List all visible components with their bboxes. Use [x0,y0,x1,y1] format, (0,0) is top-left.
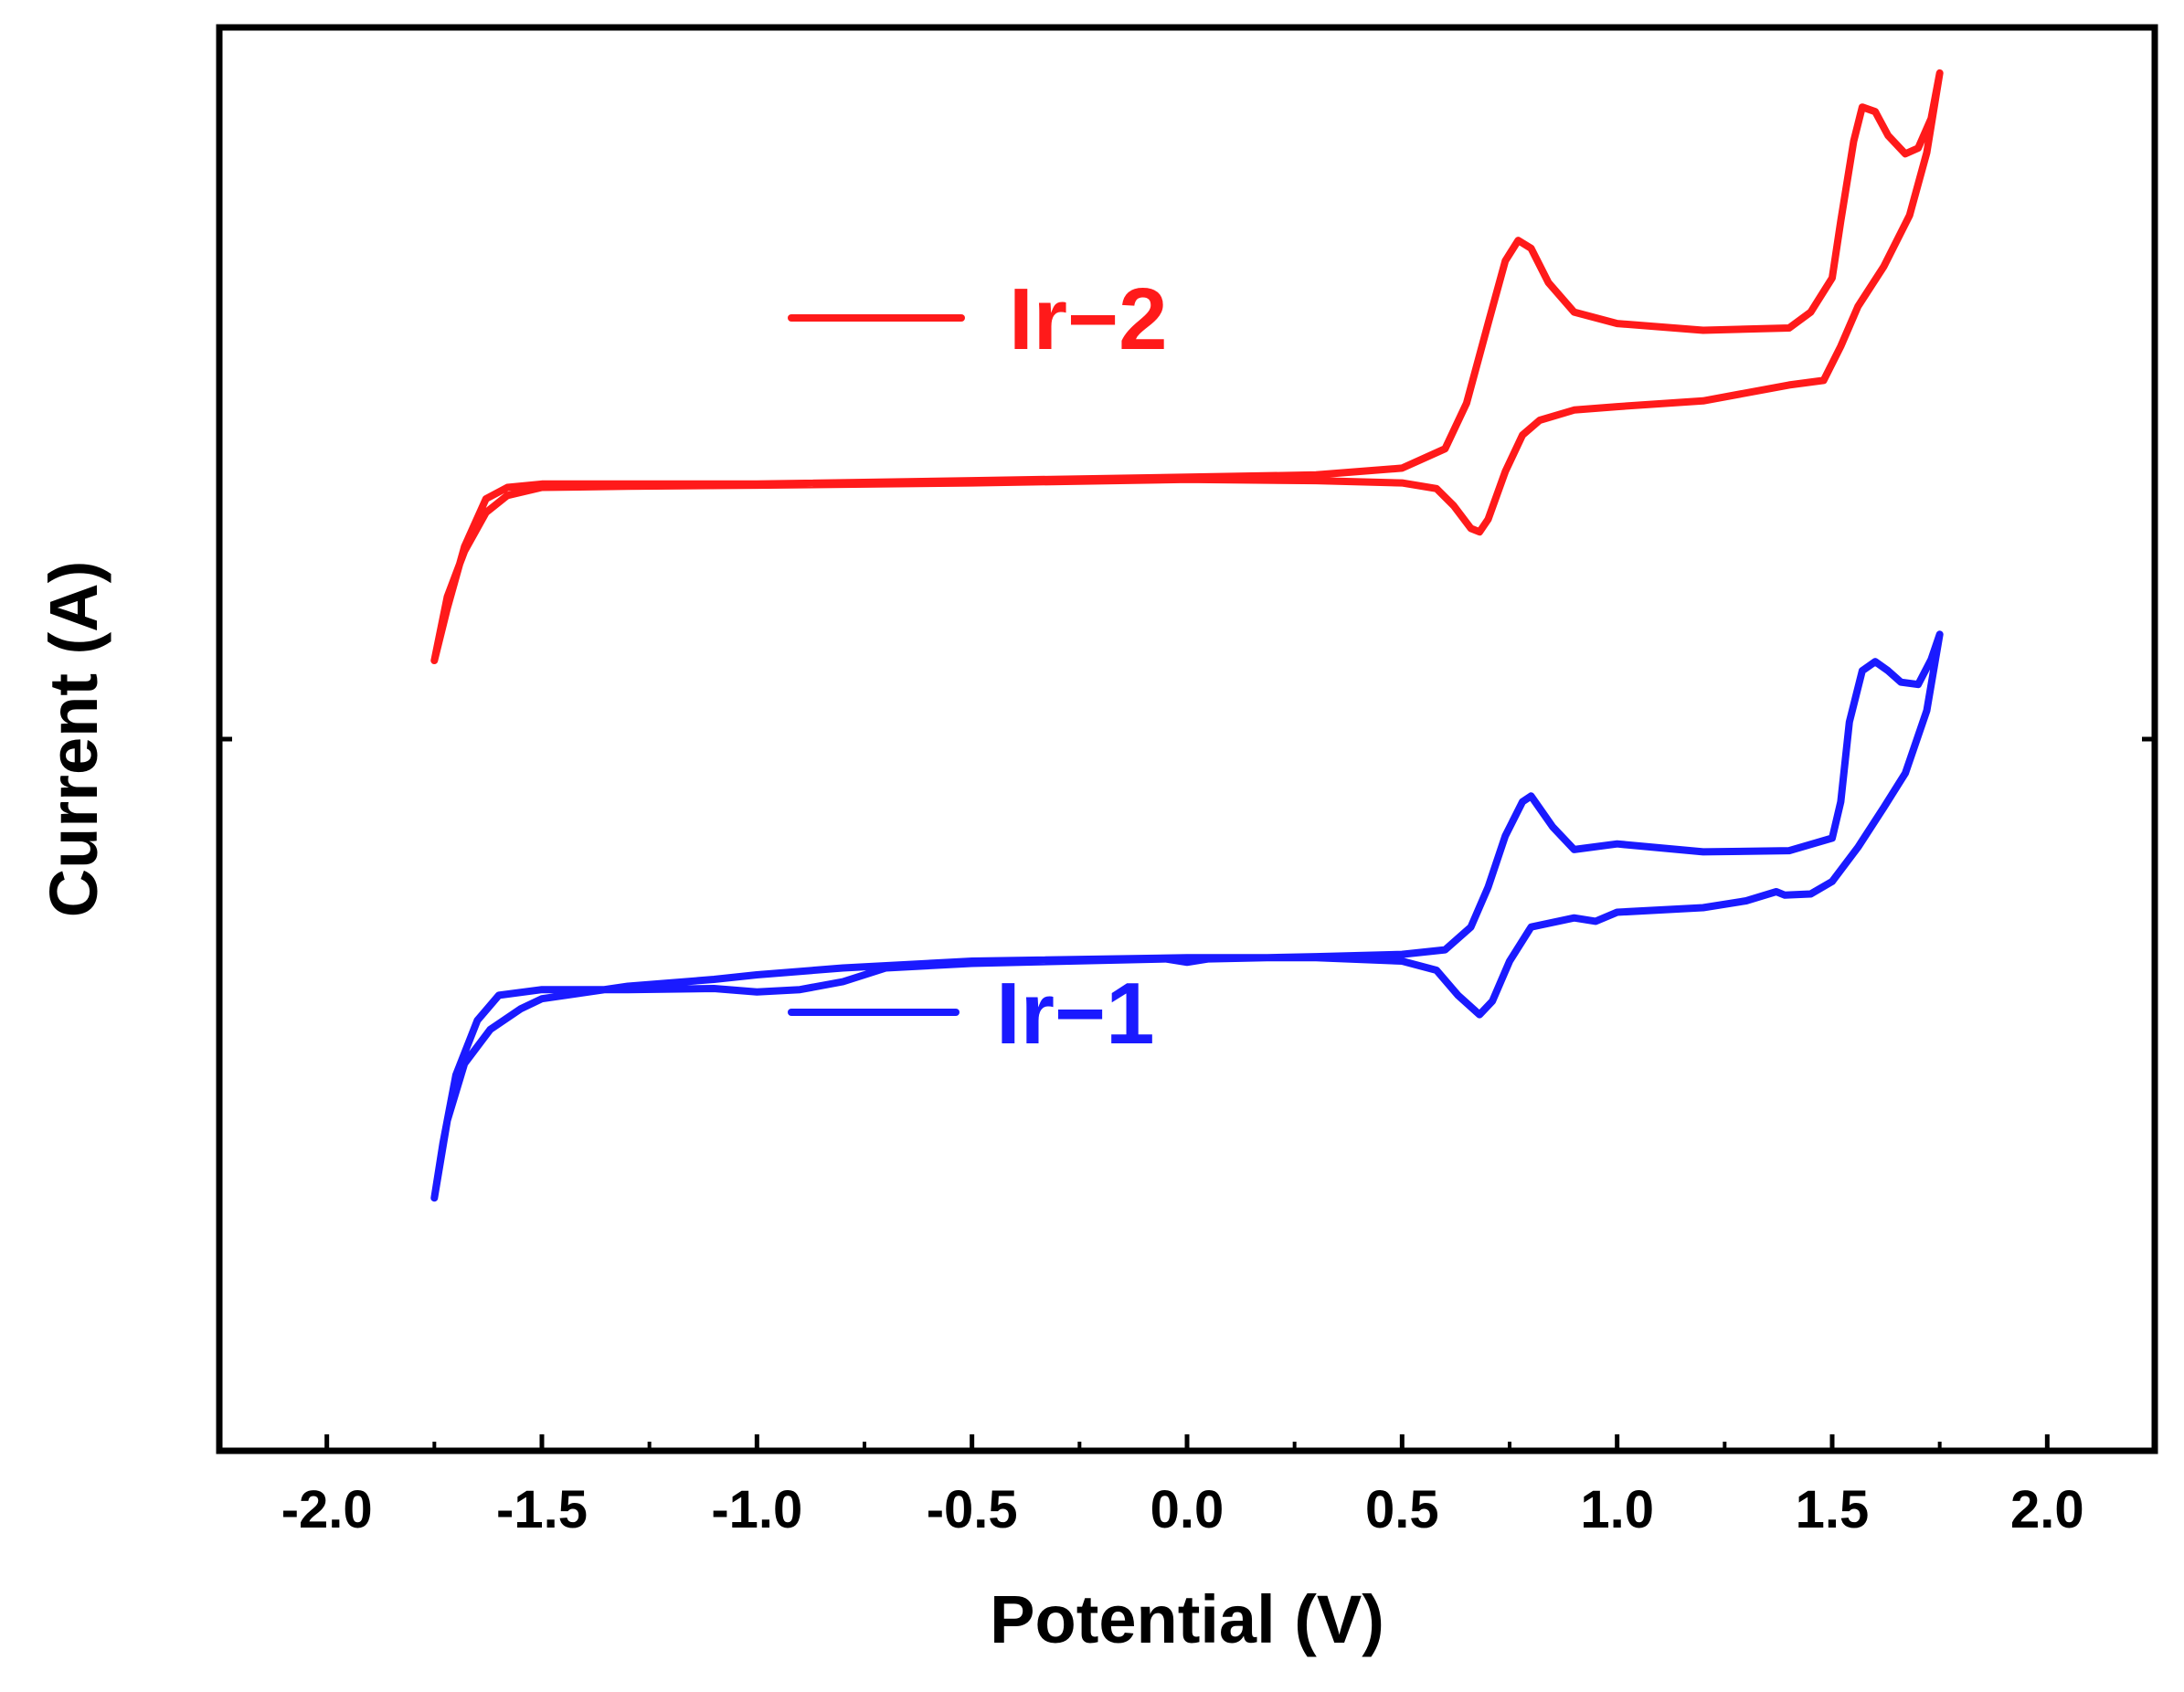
legend-entry: Ir−1 [788,965,1154,1063]
x-tick-label: -1.0 [711,1480,802,1539]
plot-frame [216,24,2158,1454]
legend-label: Ir−2 [1009,270,1167,368]
series-line-ir-2 [430,69,1944,664]
x-tick-label: 1.0 [1580,1480,1654,1539]
legend-label: Ir−1 [996,965,1154,1063]
series-line-ir-1 [430,630,1944,1202]
x-tick-label: -1.5 [496,1480,588,1539]
x-axis-title: Potential (V) [990,1581,1384,1657]
x-tick-label: 1.5 [1796,1480,1870,1539]
x-tick-label: 0.5 [1365,1480,1439,1539]
x-axis-tick-labels: -2.0 -1.5 -1.0 -0.5 0.0 0.5 1.0 1.5 2.0 [281,1480,2084,1539]
plot-lines [430,69,1944,1202]
x-tick-label: -2.0 [281,1480,373,1539]
x-tick-label: 0.0 [1150,1480,1225,1539]
legend: Ir−2 Ir−1 [788,270,1167,1063]
x-tick-label: 2.0 [2010,1480,2084,1539]
legend-entry: Ir−2 [788,270,1167,368]
x-axis-ticks [219,736,2155,1451]
y-axis-title: Current (A) [36,561,111,918]
x-tick-label: -0.5 [927,1480,1018,1539]
